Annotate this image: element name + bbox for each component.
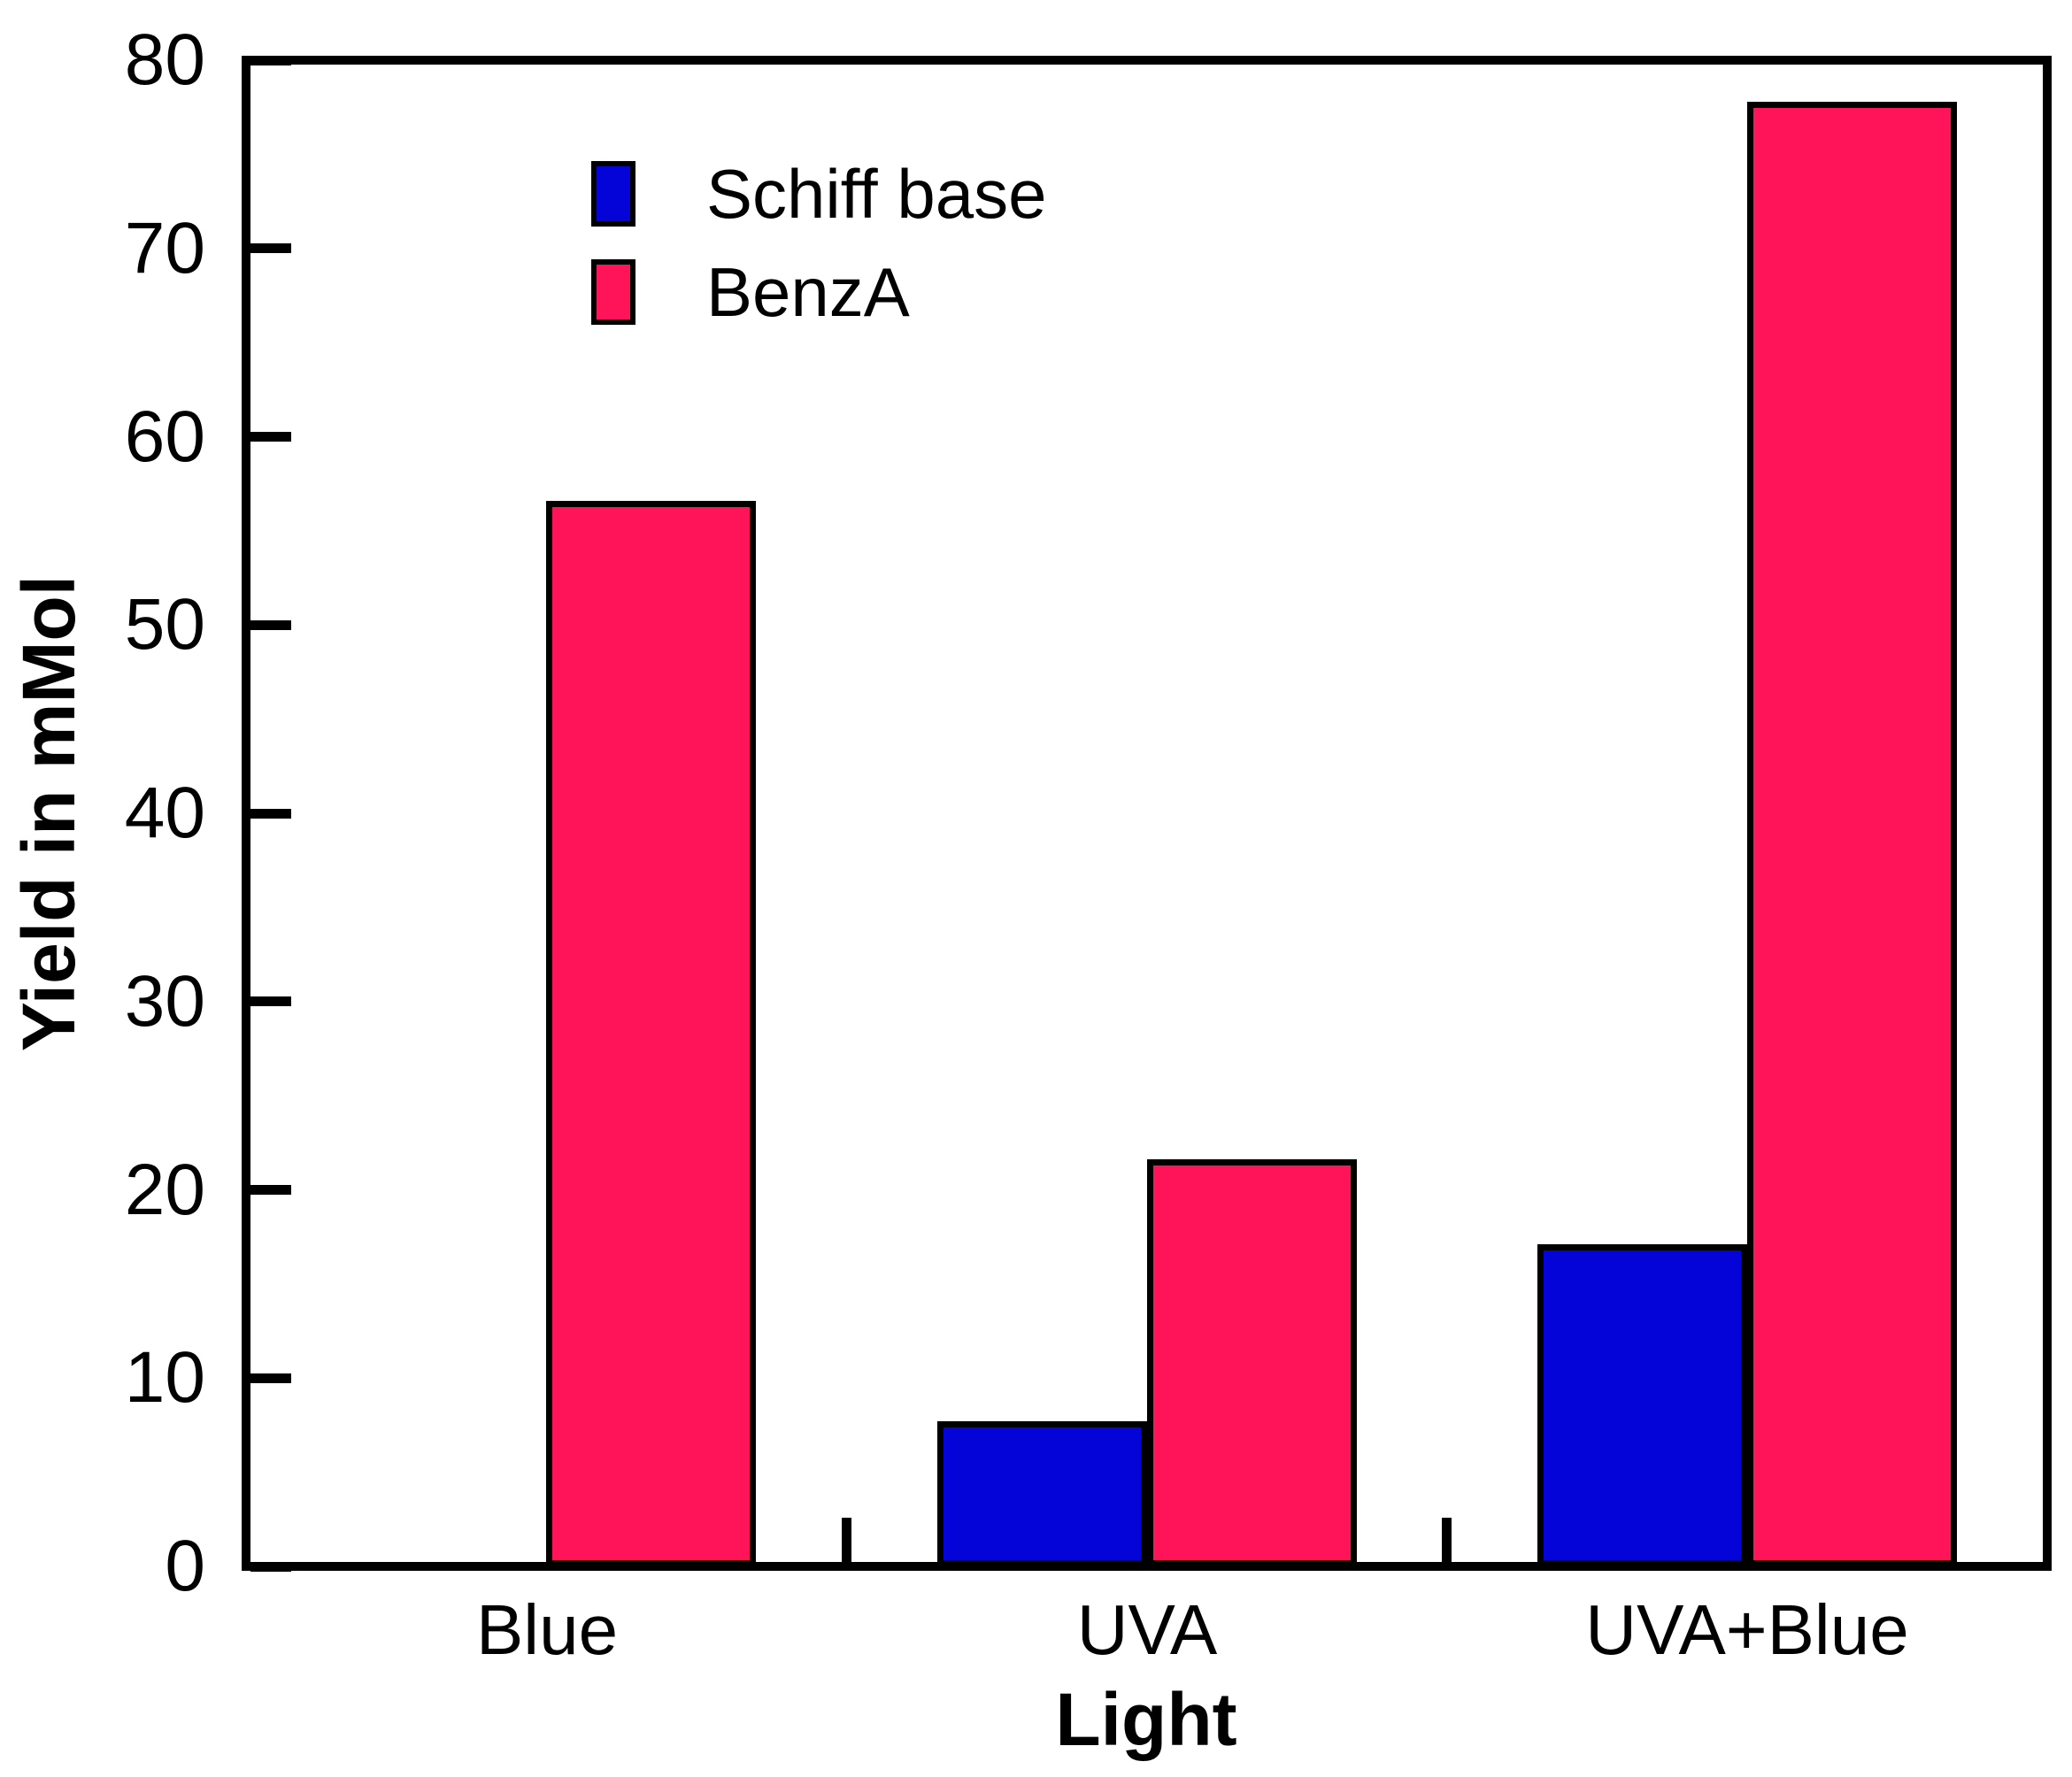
y-axis-tick (250, 432, 291, 442)
legend-item-schiff-base: Schiff base (591, 155, 1047, 233)
x-category-label-blue: Blue (475, 1590, 619, 1669)
y-axis-tick (250, 619, 291, 630)
y-axis-tick (250, 1561, 291, 1572)
bar-schiff-base-uva (936, 1421, 1147, 1566)
y-tick-label: 10 (124, 1337, 205, 1419)
bar-benza-uva+blue (1746, 101, 1957, 1566)
bar-benza-blue (546, 500, 757, 1566)
legend-item-benza: BenzA (591, 253, 910, 331)
y-tick-label: 60 (124, 396, 205, 477)
y-axis-tick (250, 243, 291, 254)
y-axis-tick (250, 1373, 291, 1383)
x-axis-tick (1442, 1518, 1452, 1562)
legend-label-schiff-base: Schiff base (706, 155, 1047, 233)
y-tick-label: 0 (165, 1526, 205, 1606)
y-axis-tick (250, 996, 291, 1007)
x-category-label-uva-blue: UVA+Blue (1585, 1590, 1909, 1669)
y-tick-label: 80 (124, 19, 205, 100)
legend-label-benza: BenzA (706, 253, 910, 331)
y-tick-label: 30 (124, 960, 205, 1042)
bar-schiff-base-uva+blue (1537, 1244, 1747, 1566)
y-axis-tick (250, 808, 291, 819)
y-tick-label: 70 (124, 207, 205, 288)
legend-swatch-schiff-base (591, 161, 635, 227)
x-category-label-uva: UVA (1076, 1590, 1218, 1669)
legend-swatch-benza (591, 259, 635, 325)
y-axis-tick (250, 1185, 291, 1195)
x-axis-title: Light (1055, 1678, 1237, 1761)
y-axis-title: Yield in mMol (7, 574, 90, 1052)
y-tick-label: 40 (124, 773, 205, 853)
y-axis-tick (250, 55, 291, 65)
x-axis-tick (841, 1518, 851, 1562)
y-tick-label: 50 (124, 584, 205, 665)
bar-benza-uva (1146, 1159, 1357, 1566)
y-tick-label: 20 (124, 1149, 205, 1230)
